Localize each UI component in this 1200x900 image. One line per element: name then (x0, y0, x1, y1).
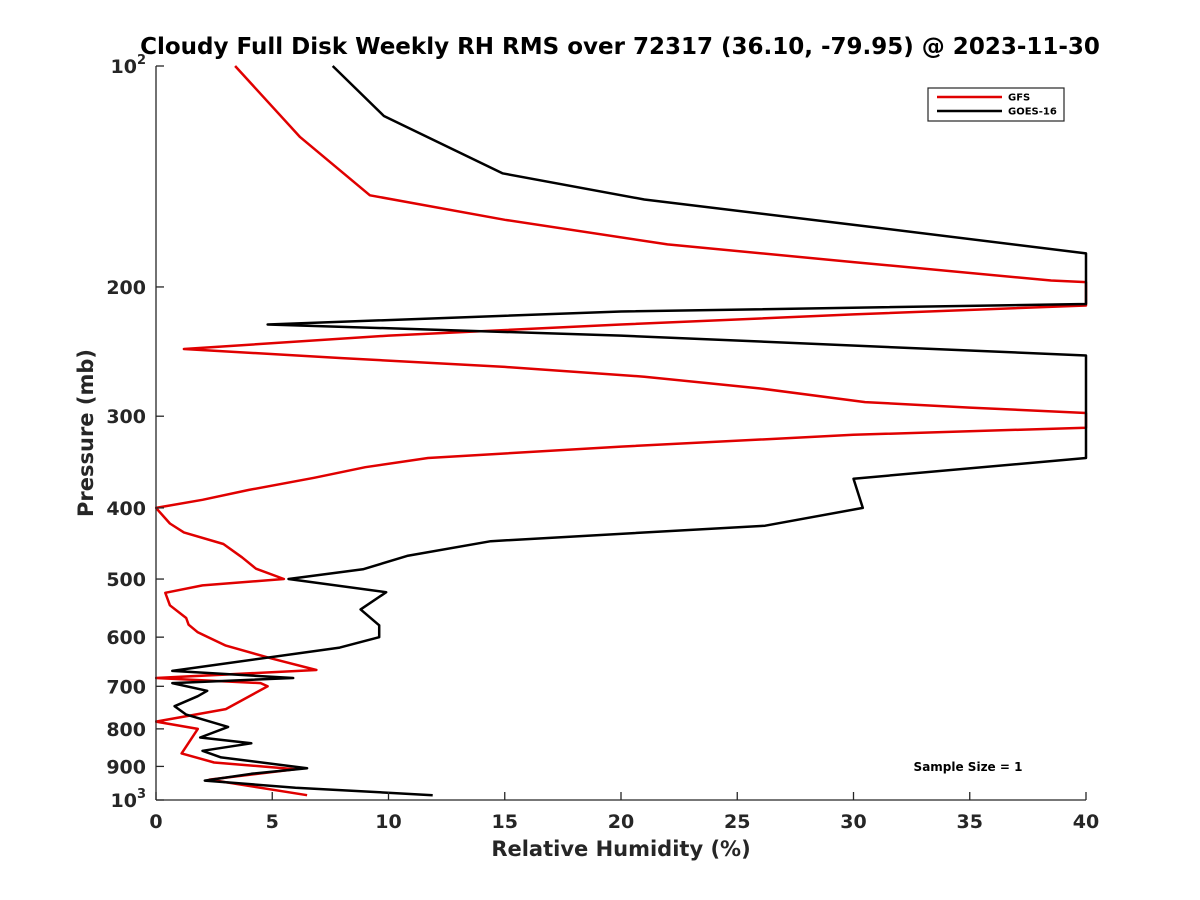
x-ticks: 0 5 10 15 20 25 30 35 40 (149, 792, 1099, 833)
x-tick-label: 35 (957, 811, 983, 833)
y-axis-label: Pressure (mb) (74, 349, 98, 517)
legend-label: GOES-16 (1008, 107, 1057, 118)
y-tick-label: 500 (106, 569, 146, 591)
y-tick-label: 900 (106, 756, 146, 778)
x-tick-label: 20 (608, 811, 634, 833)
legend: GFS GOES-16 (927, 87, 1065, 122)
y-tick-label: 600 (106, 627, 146, 649)
x-tick-label: 15 (492, 811, 518, 833)
series-layer (155, 65, 1088, 797)
y-tick-label: 400 (106, 498, 146, 520)
legend-label: GFS (1008, 93, 1030, 104)
y-tick-label: 300 (106, 406, 146, 428)
x-tick-label: 0 (149, 811, 162, 833)
y-tick-label: 700 (106, 676, 146, 698)
legend-box (927, 87, 1065, 122)
series-line-gfs (155, 65, 1088, 797)
x-tick-label: 5 (266, 811, 279, 833)
x-tick-label: 30 (840, 811, 866, 833)
x-tick-label: 25 (724, 811, 750, 833)
sample-size-annotation: Sample Size = 1 (914, 760, 1023, 774)
y-tick-label: 800 (106, 719, 146, 741)
x-tick-label: 40 (1073, 811, 1099, 833)
y-tick-label: 200 (106, 277, 146, 299)
y-ticks: 102 200 300 400 500 600 700 800 900 103 (106, 53, 164, 812)
y-tick-label: 103 (111, 787, 147, 812)
y-tick-label: 102 (111, 53, 147, 78)
x-tick-label: 10 (375, 811, 401, 833)
chart-title: Cloudy Full Disk Weekly RH RMS over 7231… (140, 34, 1100, 60)
legend-entries: GFS GOES-16 (937, 93, 1057, 118)
x-axis-label: Relative Humidity (%) (491, 837, 750, 861)
series-line-goes-16 (171, 65, 1088, 797)
